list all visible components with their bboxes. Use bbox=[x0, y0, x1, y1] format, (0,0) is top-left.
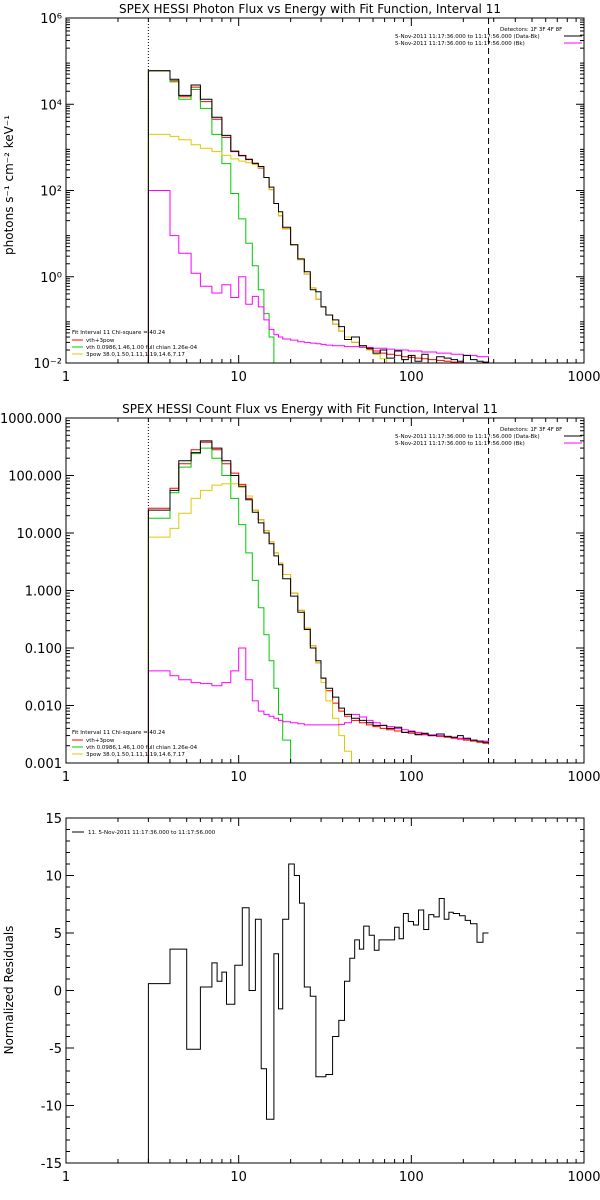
residuals-ytick-label: 5 bbox=[54, 927, 62, 942]
residuals-panel: Normalized Residuals 1 10 100 1000 -15 -10 -5 0… bbox=[2, 812, 600, 1185]
photon-ytick-label: 10⁰ bbox=[40, 271, 62, 286]
photon-xtick-label: 10 bbox=[230, 370, 247, 385]
count-legend-entry-data-bk: 5-Nov-2011 11:17:36.000 to 11:17:56.000 … bbox=[395, 434, 540, 440]
residuals-ytick-label: -10 bbox=[41, 1100, 62, 1115]
residuals-axis-ticks: 1 10 100 1000 -15 -10 -5 0 5 10 15 bbox=[41, 812, 600, 1185]
residuals-ytick-label: 10 bbox=[45, 870, 62, 885]
residuals-ytick-label: 15 bbox=[45, 812, 62, 827]
photon-xtick-label: 1 bbox=[62, 370, 70, 385]
count-series-vth bbox=[147, 447, 298, 764]
count-ytick-label: 0.010 bbox=[25, 700, 62, 715]
count-xtick-label: 1000 bbox=[567, 770, 600, 785]
residuals-legend-entry: 11. 5-Nov-2011 11:17:36.000 to 11:17:56.… bbox=[88, 830, 216, 836]
count-series-lines bbox=[147, 440, 489, 764]
count-legend-top-right: Detectors: 1F 3F 4F 8F 5-Nov-2011 11:17:… bbox=[395, 427, 582, 447]
residuals-xtick-label: 1 bbox=[62, 1170, 70, 1185]
photon-flux-panel: SPEX HESSI Photon Flux vs Energy with Fi… bbox=[2, 2, 600, 385]
photon-series-bk bbox=[147, 190, 489, 363]
photon-panel-title: SPEX HESSI Photon Flux vs Energy with Fi… bbox=[119, 2, 501, 16]
count-ytick-label: 1000.000 bbox=[0, 412, 62, 427]
count-series-3pow bbox=[147, 483, 360, 764]
count-ytick-label: 0.100 bbox=[25, 642, 62, 657]
count-ytick-label: 1.000 bbox=[25, 585, 62, 600]
photon-series-data-bk bbox=[147, 70, 489, 364]
count-ytick-label: 10.000 bbox=[17, 527, 63, 542]
count-xtick-label: 1 bbox=[62, 770, 70, 785]
residuals-xtick-label: 1000 bbox=[567, 1170, 600, 1185]
photon-legend-top-right: Detectors: 1F 3F 4F 8F 5-Nov-2011 11:17:… bbox=[395, 27, 582, 47]
count-axis-ticks: 1 10 100 1000 0.001 0.010 0.100 1.000 10.000 100.… bbox=[0, 412, 600, 785]
photon-ytick-label: 10⁻² bbox=[33, 357, 62, 372]
residuals-series-residuals bbox=[147, 863, 489, 1163]
count-legend-heading: Detectors: 1F 3F 4F 8F bbox=[500, 427, 562, 433]
count-series-data-bk bbox=[147, 440, 489, 763]
count-xtick-label: 100 bbox=[399, 770, 424, 785]
residuals-panel-ylabel: Normalized Residuals bbox=[2, 926, 16, 1055]
residuals-ytick-label: 0 bbox=[54, 985, 62, 1000]
photon-fit-entry-sum: vth+3pow bbox=[86, 338, 115, 344]
photon-series-lines bbox=[147, 70, 489, 364]
residuals-ytick-label: -5 bbox=[49, 1042, 62, 1057]
count-fit-heading: Fit Interval 11 Chi-square = 40.24 bbox=[72, 730, 166, 736]
residuals-xtick-label: 10 bbox=[230, 1170, 247, 1185]
count-ytick-label: 100.000 bbox=[8, 470, 62, 485]
count-fit-entry-sum: vth+3pow bbox=[86, 738, 115, 744]
count-fit-entry-vth: vth 0.0986,1.46,1.00 full chian 1.26e-04 bbox=[86, 745, 198, 751]
photon-ytick-label: 10² bbox=[40, 185, 62, 200]
photon-ytick-label: 10⁶ bbox=[40, 12, 62, 27]
count-ytick-label: 0.001 bbox=[25, 757, 62, 772]
photon-xtick-label: 100 bbox=[399, 370, 424, 385]
count-vlines bbox=[147, 418, 490, 763]
photon-xtick-label: 1000 bbox=[567, 370, 600, 385]
photon-legend-heading: Detectors: 1F 3F 4F 8F bbox=[500, 27, 562, 33]
count-legend-bottom-left: Fit Interval 11 Chi-square = 40.24 vth+3… bbox=[72, 730, 198, 758]
photon-axis-ticks: 1 10 100 1000 10⁻² 10⁰ 10² 10⁴ 10⁶ bbox=[33, 12, 600, 385]
count-flux-panel: SPEX HESSI Count Flux vs Energy with Fit… bbox=[0, 402, 600, 785]
photon-legend-bottom-left: Fit Interval 11 Chi-square = 40.24 vth+3… bbox=[72, 330, 198, 358]
count-panel-title: SPEX HESSI Count Flux vs Energy with Fit… bbox=[122, 402, 498, 416]
residuals-xtick-label: 100 bbox=[399, 1170, 424, 1185]
photon-legend-entry-bk: 5-Nov-2011 11:17:36.000 to 11:17:56.000 … bbox=[395, 41, 525, 47]
photon-ytick-label: 10⁴ bbox=[40, 98, 62, 113]
residuals-legend: 11. 5-Nov-2011 11:17:36.000 to 11:17:56.… bbox=[72, 830, 216, 836]
count-fit-entry-3pow: 3pow 38.0,1.50,1.11,1.19,14.6,7.17 bbox=[86, 752, 185, 758]
photon-fit-entry-3pow: 3pow 38.0,1.50,1.11,1.19,14.6,7.17 bbox=[86, 352, 185, 358]
count-legend-entry-bk: 5-Nov-2011 11:17:36.000 to 11:17:56.000 … bbox=[395, 441, 525, 447]
photon-fit-heading: Fit Interval 11 Chi-square = 40.24 bbox=[72, 330, 166, 336]
photon-panel-ylabel: photons s⁻¹ cm⁻² keV⁻¹ bbox=[2, 115, 16, 255]
photon-legend-entry-data-bk: 5-Nov-2011 11:17:36.000 to 11:17:56.000 … bbox=[395, 34, 540, 40]
count-xtick-label: 10 bbox=[230, 770, 247, 785]
residuals-series-lines bbox=[147, 863, 489, 1163]
photon-fit-entry-vth: vth 0.0986,1.46,1.00 full chian 1.26e-04 bbox=[86, 345, 198, 351]
residuals-ytick-label: -15 bbox=[41, 1157, 62, 1172]
